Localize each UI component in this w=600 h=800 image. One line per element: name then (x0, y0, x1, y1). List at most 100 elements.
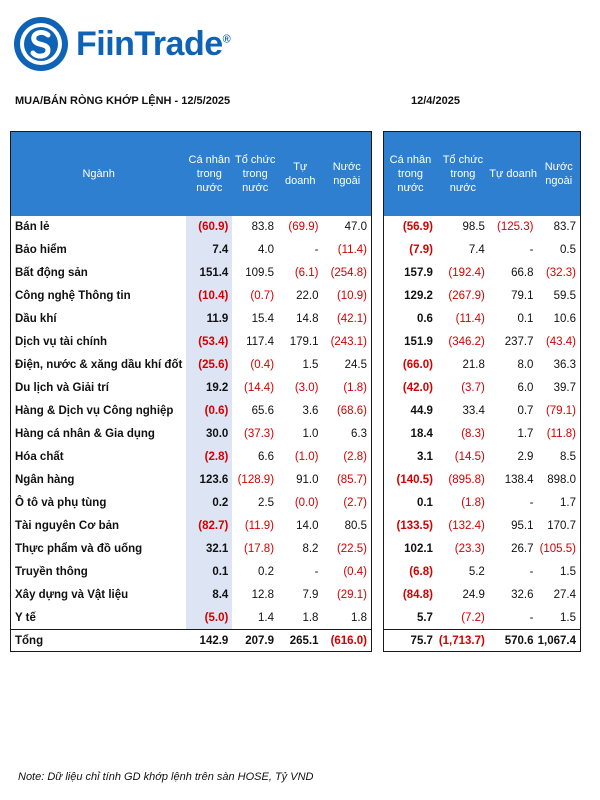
value-cell: 0.1 (416, 497, 433, 509)
total-value: (1,713.7) (438, 634, 485, 647)
left-table-title: MUA/BÁN RÒNG KHỚP LỆNH - 12/5/2025 (15, 95, 231, 107)
value-cell: (84.8) (402, 589, 433, 601)
value-cell: (125.3) (497, 221, 534, 233)
value-cell: (3.0) (294, 382, 319, 394)
value-cell: (66.0) (402, 359, 433, 371)
table-row: Ô tô và phụ tùng 0.2 2.5 (0.0) (2.7) (11, 491, 372, 515)
value-cell: 6.6 (258, 451, 275, 463)
value-cell: (60.9) (186, 215, 233, 239)
value-cell: - (314, 566, 319, 578)
table-row: Ngân hàng 123.6 (128.9) 91.0 (85.7) (11, 468, 372, 492)
value-cell: 98.5 (462, 221, 485, 233)
value-cell: (17.8) (243, 543, 275, 555)
value-cell: (37.3) (243, 428, 275, 440)
table-row: Du lịch và Giải trí 19.2 (14.4) (3.0) (1.8) (11, 376, 372, 400)
table-row: 151.9 (346.2) 237.7 (43.4) (384, 331, 581, 354)
value-cell: 30.0 (186, 422, 233, 446)
value-cell: 91.0 (296, 474, 319, 486)
total-label: Tổng (15, 634, 44, 647)
value-cell: 33.4 (462, 405, 485, 417)
value-cell: 151.4 (186, 261, 233, 285)
sector-name: Hóa chất (15, 451, 64, 463)
value-cell: 24.5 (344, 359, 367, 371)
header-individual: Cá nhân trong nước (188, 153, 231, 194)
right-table-title: 12/4/2025 (411, 95, 460, 107)
header-proprietary: Tự doanh (284, 160, 316, 187)
value-cell: 6.3 (351, 428, 367, 440)
value-cell: (11.4) (455, 313, 485, 325)
value-cell: (0.4) (343, 566, 367, 578)
table-row: Hàng & Dịch vụ Công nghiệp (0.6) 65.6 3.6 (6… (11, 399, 372, 423)
total-row: Tổng 142.9 207.9 265.1 (616.0) (10, 629, 372, 652)
value-cell: 8.5 (560, 451, 576, 463)
value-cell: 2.5 (258, 497, 275, 509)
table-row: Xây dựng và Vật liệu 8.4 12.8 7.9 (29.1) (11, 583, 372, 607)
value-cell: 22.0 (296, 290, 319, 302)
sector-name: Dầu khí (15, 313, 57, 325)
value-cell: 32.6 (511, 589, 534, 601)
table-row: Dầu khí 11.9 15.4 14.8 (42.1) (11, 307, 372, 331)
value-cell: 95.1 (511, 520, 534, 532)
value-cell: - (529, 611, 534, 624)
value-cell: (25.6) (186, 353, 233, 377)
value-cell: (32.3) (545, 267, 576, 279)
total-value: 207.9 (245, 634, 275, 647)
sector-name: Y tế (15, 611, 36, 624)
table-row: (66.0) 21.8 8.0 36.3 (384, 354, 581, 377)
value-cell: (85.7) (336, 474, 367, 486)
sector-name: Bán lẻ (15, 221, 50, 233)
value-cell: (23.3) (454, 543, 485, 555)
total-value: 75.7 (410, 634, 433, 647)
table-row: 18.4 (8.3) 1.7 (11.8) (384, 423, 581, 446)
value-cell: 1.5 (560, 611, 576, 624)
value-cell: 0.2 (258, 566, 275, 578)
value-cell: (10.9) (336, 290, 367, 302)
value-cell: 123.6 (186, 468, 233, 492)
value-cell: (132.4) (448, 520, 485, 532)
total-value: 570.6 (504, 634, 534, 647)
table-row: (42.0) (3.7) 6.0 39.7 (384, 377, 581, 400)
table-row: (84.8) 24.9 32.6 27.4 (384, 584, 581, 607)
footnote: Note: Dữ liệu chỉ tính GD khớp lệnh trên… (18, 771, 314, 783)
value-cell: (7.2) (461, 611, 485, 624)
value-cell: 1.4 (258, 611, 275, 624)
table-row: 0.6 (11.4) 0.1 10.6 (384, 308, 581, 331)
table-row: Hàng cá nhân & Gia dụng 30.0 (37.3) 1.0 6.3 (11, 422, 372, 446)
total-row: 75.7 (1,713.7) 570.6 1,067.4 (383, 629, 581, 652)
value-cell: (6.8) (409, 566, 433, 578)
value-cell: 0.5 (560, 244, 576, 256)
value-cell: 102.1 (404, 543, 433, 555)
net-trade-table-previous: Cá nhân trong nước Tổ chức trong nước Tự… (383, 131, 581, 652)
value-cell: 19.2 (186, 376, 233, 400)
value-cell: 117.4 (246, 336, 275, 348)
value-cell: 24.9 (462, 589, 485, 601)
value-cell: (79.1) (545, 405, 576, 417)
value-cell: (43.4) (545, 336, 576, 348)
value-cell: (14.4) (243, 382, 275, 394)
value-cell: 27.4 (553, 589, 576, 601)
table-row: Hóa chất (2.8) 6.6 (1.0) (2.8) (11, 445, 372, 469)
value-cell: 32.1 (186, 537, 233, 561)
value-cell: (42.1) (336, 313, 367, 325)
value-cell: 109.5 (245, 267, 275, 279)
sector-name: Ngân hàng (15, 474, 75, 486)
value-cell: (0.0) (294, 497, 319, 509)
value-cell: (1.8) (343, 382, 367, 394)
value-cell: (11.9) (244, 520, 275, 532)
table-row: Bảo hiểm 7.4 4.0 - (11.4) (11, 238, 372, 262)
table-row: (56.9) 98.5 (125.3) 83.7 (384, 216, 581, 239)
value-cell: 59.5 (553, 290, 576, 302)
value-cell: (0.4) (250, 359, 275, 371)
value-cell: 11.9 (186, 307, 233, 331)
brand-name: FiinTrade® (76, 24, 231, 63)
value-cell: 83.7 (553, 221, 576, 233)
table-row: (7.9) 7.4 - 0.5 (384, 239, 581, 262)
sector-name: Bất động sản (15, 267, 88, 279)
table-header-row: Ngành Cá nhân trong nước Tổ chức trong n… (10, 131, 372, 216)
sector-name: Dịch vụ tài chính (15, 336, 108, 348)
header-foreign: Nước ngoài (544, 160, 573, 187)
table-row: 3.1 (14.5) 2.9 8.5 (384, 446, 581, 469)
sector-name: Hàng & Dịch vụ Công nghiệp (15, 405, 174, 417)
value-cell: (8.3) (461, 428, 485, 440)
value-cell: 8.4 (186, 583, 233, 607)
